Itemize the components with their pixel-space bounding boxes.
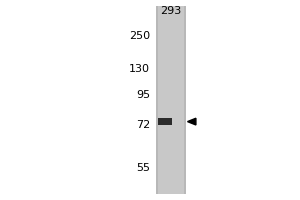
Text: 72: 72: [136, 120, 150, 130]
Text: 55: 55: [136, 163, 150, 173]
Bar: [158, 118, 172, 125]
Text: 293: 293: [160, 6, 182, 16]
Text: 95: 95: [136, 90, 150, 100]
Text: 130: 130: [129, 64, 150, 74]
Bar: [156, 6, 186, 194]
Text: 250: 250: [129, 31, 150, 41]
Bar: [156, 6, 158, 194]
Polygon shape: [188, 118, 196, 125]
Bar: [184, 6, 186, 194]
